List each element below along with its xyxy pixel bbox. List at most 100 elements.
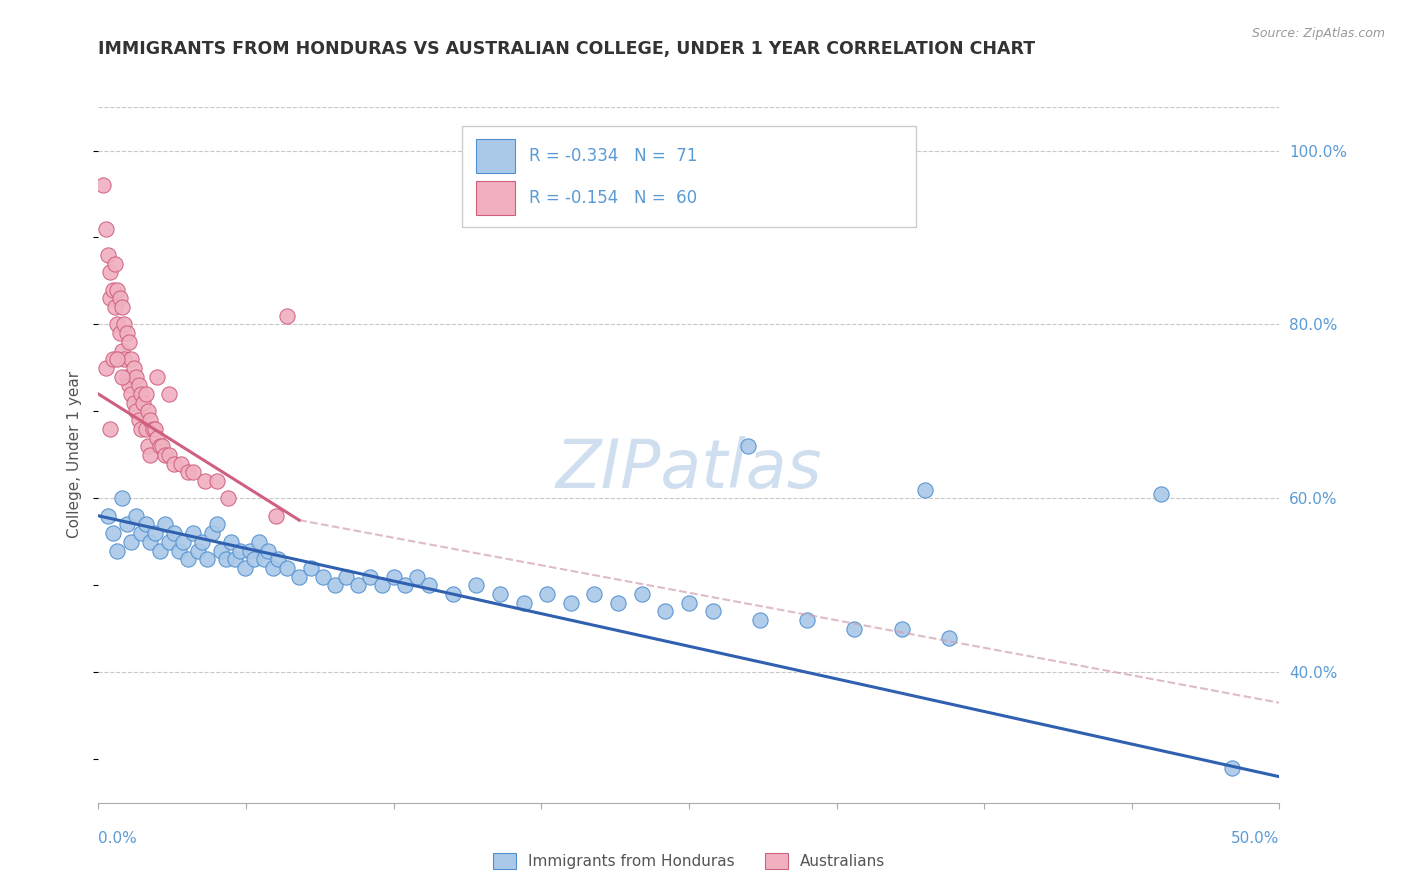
Point: [139, 413, 162, 427]
Point: [229, 543, 252, 558]
Point: [844, 622, 866, 636]
Point: [125, 369, 148, 384]
Point: [536, 587, 558, 601]
Point: [177, 466, 200, 480]
Point: [512, 596, 534, 610]
Point: [101, 283, 124, 297]
Point: [108, 326, 131, 340]
Point: [938, 631, 960, 645]
Point: [209, 543, 232, 558]
Point: [101, 352, 124, 367]
Point: [115, 369, 138, 384]
Point: [101, 526, 124, 541]
Point: [914, 483, 936, 497]
Point: [890, 622, 912, 636]
Point: [135, 387, 157, 401]
Text: R = -0.154   N =  60: R = -0.154 N = 60: [529, 189, 697, 207]
Point: [139, 534, 162, 549]
Point: [135, 422, 157, 436]
Point: [607, 596, 630, 610]
Point: [91, 178, 114, 193]
Point: [125, 404, 148, 418]
Point: [112, 352, 135, 367]
Point: [441, 587, 464, 601]
Point: [1150, 487, 1173, 501]
Point: [104, 300, 127, 314]
Legend: Immigrants from Honduras, Australians: Immigrants from Honduras, Australians: [486, 847, 891, 875]
Point: [157, 534, 180, 549]
Point: [172, 534, 194, 549]
Point: [187, 543, 209, 558]
Point: [105, 318, 128, 332]
Point: [97, 508, 120, 523]
Point: [382, 570, 405, 584]
Point: [205, 474, 228, 488]
Point: [122, 360, 145, 375]
Point: [702, 605, 724, 619]
Point: [122, 395, 145, 409]
Point: [359, 570, 381, 584]
Point: [394, 578, 416, 592]
Point: [129, 387, 152, 401]
Point: [98, 291, 121, 305]
Point: [129, 526, 152, 541]
Point: [146, 369, 169, 384]
Point: [264, 508, 287, 523]
Point: [143, 422, 166, 436]
Point: [201, 526, 224, 541]
Point: [150, 439, 173, 453]
Point: [253, 552, 276, 566]
Point: [215, 552, 238, 566]
Text: R = -0.334   N =  71: R = -0.334 N = 71: [529, 146, 697, 164]
Point: [267, 552, 290, 566]
Point: [288, 570, 311, 584]
Point: [108, 291, 131, 305]
Point: [748, 613, 770, 627]
Point: [98, 265, 121, 279]
Point: [560, 596, 582, 610]
Point: [191, 534, 214, 549]
Point: [262, 561, 284, 575]
Point: [153, 448, 176, 462]
Point: [157, 448, 180, 462]
Point: [139, 448, 162, 462]
Y-axis label: College, Under 1 year: College, Under 1 year: [67, 371, 83, 539]
Point: [105, 283, 128, 297]
Point: [181, 466, 204, 480]
Point: [104, 256, 127, 270]
Point: [678, 596, 700, 610]
Point: [149, 543, 172, 558]
Point: [418, 578, 440, 592]
Point: [121, 534, 143, 549]
Point: [97, 248, 120, 262]
Point: [132, 395, 155, 409]
Point: [94, 360, 117, 375]
Text: IMMIGRANTS FROM HONDURAS VS AUSTRALIAN COLLEGE, UNDER 1 YEAR CORRELATION CHART: IMMIGRANTS FROM HONDURAS VS AUSTRALIAN C…: [98, 40, 1036, 58]
Point: [796, 613, 818, 627]
Point: [465, 578, 488, 592]
Text: ZIPatlas: ZIPatlas: [555, 436, 823, 502]
Text: 0.0%: 0.0%: [98, 831, 138, 846]
Point: [239, 543, 262, 558]
Point: [323, 578, 346, 592]
Point: [136, 439, 159, 453]
Point: [583, 587, 606, 601]
Point: [111, 343, 134, 358]
Point: [312, 570, 335, 584]
Point: [128, 413, 150, 427]
Point: [105, 352, 128, 367]
Point: [153, 517, 176, 532]
Point: [149, 439, 172, 453]
Point: [112, 318, 135, 332]
Point: [94, 221, 117, 235]
Point: [233, 561, 256, 575]
Point: [157, 387, 180, 401]
Text: 50.0%: 50.0%: [1232, 831, 1279, 846]
Point: [121, 352, 143, 367]
Point: [121, 387, 143, 401]
Point: [125, 508, 148, 523]
Point: [170, 457, 193, 471]
Point: [243, 552, 266, 566]
Point: [217, 491, 239, 506]
Point: [111, 300, 134, 314]
